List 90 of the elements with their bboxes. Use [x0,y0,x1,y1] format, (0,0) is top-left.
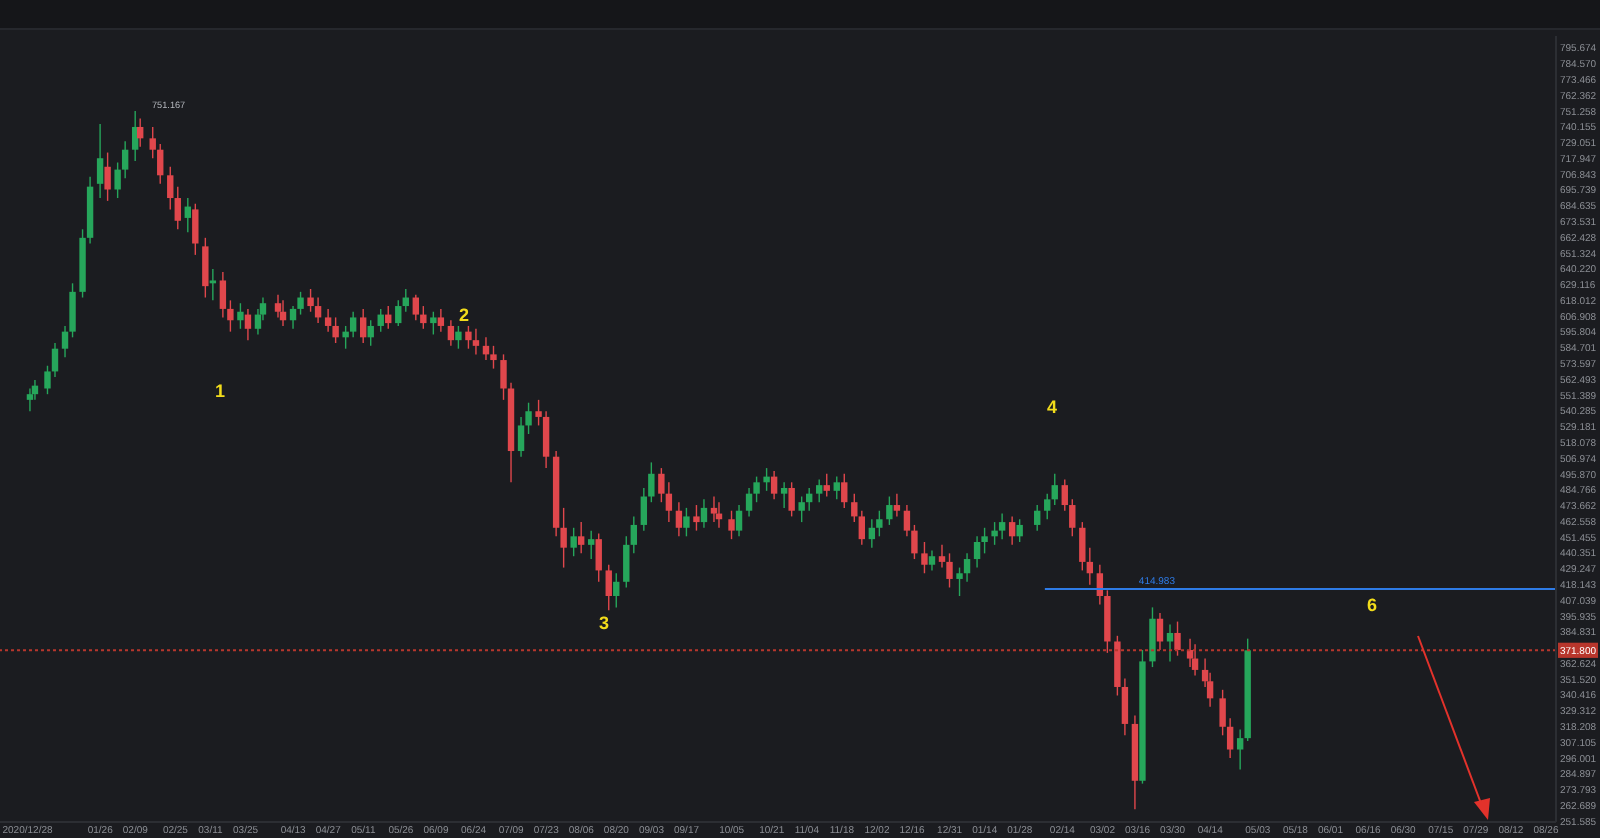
candlestick [202,237,209,299]
candlestick [26,387,34,412]
candlestick [745,487,753,518]
candlestick [1016,518,1023,543]
candlestick [1044,492,1051,520]
candlestick [998,512,1006,540]
candlestick [1191,643,1199,677]
candlestick [570,527,577,557]
candlestick [946,552,953,589]
candlestick [833,475,840,501]
candlestick [868,518,876,549]
candlestick [588,529,595,560]
candlestick [274,293,282,319]
candlestick [209,268,217,302]
candlestick [841,473,848,509]
candlestick [735,504,743,538]
annotation: 3 [598,613,610,633]
candlestick [465,325,472,350]
candlestick [605,564,612,611]
candlestick [184,197,191,233]
candlestick [437,308,445,333]
candlestick [973,535,981,569]
candlestick [244,308,252,341]
candlestick [157,143,164,185]
candlestick [542,410,550,469]
candlestick [472,328,480,356]
annotation: 2 [458,305,470,325]
candlestick [289,305,297,330]
candlestick [96,123,104,199]
candlestick [613,572,620,609]
candlestick [332,316,339,344]
candlestick [780,481,788,509]
annotation: 4 [1046,397,1058,417]
candlestick [324,308,332,333]
candlestick [577,521,585,555]
candlestick [683,507,690,538]
candlestick [517,416,525,458]
candlestick [219,271,227,319]
candlestick [1186,637,1194,668]
annotation: 6 [1366,595,1378,615]
candlestick [1149,606,1156,668]
candlestick [928,549,936,572]
candlestick [136,117,144,148]
candlestick [1008,515,1016,546]
candlestick [490,345,497,370]
candlestick [412,293,420,321]
candlestick [921,541,928,574]
candlestick [770,470,778,501]
candlestick [728,510,735,540]
candlestick [1051,473,1058,506]
candlestick [963,552,971,583]
candlestick [1174,620,1181,657]
candlestick [798,495,805,523]
candlestick [104,151,111,202]
candlestick [858,510,866,546]
candlestick [149,126,156,159]
candlestick [455,325,462,350]
candlestick [167,166,174,211]
candlestick [675,501,683,538]
candlestick [1156,612,1164,651]
candlestick [359,308,367,344]
candlestick [991,521,998,546]
candlestick [395,299,402,327]
candlestick [700,498,708,529]
candlestick [665,481,673,523]
candlestick [314,296,322,324]
candlestick [367,319,374,347]
candlestick [763,467,770,492]
candlestick [851,492,858,523]
candlestick [623,535,630,589]
candlestick [377,308,384,333]
candlestick [349,311,357,339]
candlestick [693,504,700,532]
candlestick [174,185,181,230]
candlestick [823,473,830,498]
candlestick [1034,504,1041,532]
candlestick [710,495,718,523]
candlestick [430,311,437,336]
annotation: 1 [214,381,226,401]
candlestick [1069,498,1076,538]
candlestick [447,319,455,347]
candlestick [630,515,637,555]
candlestick [816,478,823,503]
candlestick [788,481,795,518]
candlestick [595,532,602,583]
candlestick [886,495,893,526]
candlestick [1061,478,1068,512]
candlestick [893,492,901,518]
candlestick [192,203,199,256]
candlestick [237,302,244,330]
